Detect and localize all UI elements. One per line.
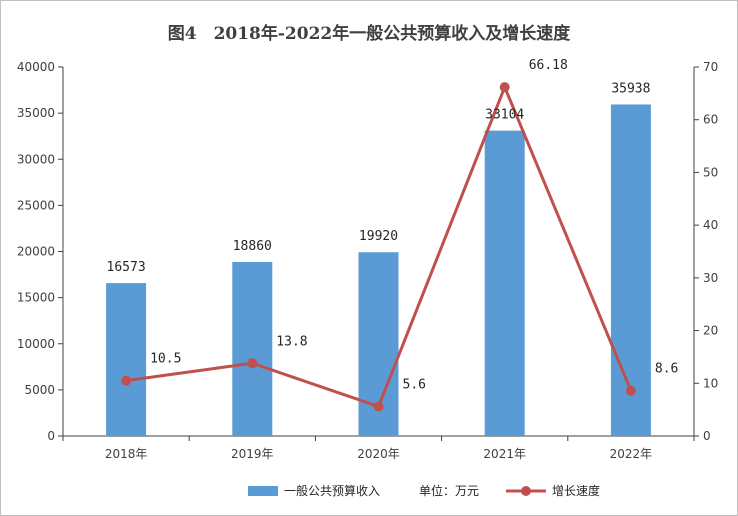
axes: 0 5000 10000 15000 20000 25000 30000 35000 40000… [17,60,718,461]
left-tick-label: 40000 [17,60,55,74]
left-tick-label: 30000 [17,152,55,166]
left-tick-label: 35000 [17,106,55,120]
growth-value-label: 5.6 [403,377,426,392]
legend-bar-label: 一般公共预算收入 [284,483,380,498]
x-tick-label: 2021年 [483,447,526,461]
right-tick-label: 20 [703,324,718,338]
bar [484,130,525,436]
left-tick-label: 25000 [17,198,55,212]
left-tick-label: 15000 [17,291,55,305]
right-tick-label: 10 [703,376,718,390]
x-tick-label: 2022年 [610,447,653,461]
bar-value-label: 18860 [233,239,272,254]
x-tick-label: 2019年 [231,447,274,461]
growth-point [499,82,510,93]
bar-value-label: 33104 [485,108,524,123]
data-labels: 16573 18860 19920 33104 35938 10.5 13.8 5.6 66.1… [107,58,679,392]
growth-point [121,375,132,386]
left-tick-label: 0 [47,429,55,443]
x-tick-label: 2018年 [105,447,148,461]
right-tick-label: 70 [703,60,718,74]
left-tick-label: 20000 [17,245,55,259]
left-tick-label: 5000 [24,383,55,397]
chart-title: 图4 2018年-2022年一般公共预算收入及增长速度 [168,23,572,44]
legend-line-label: 增长速度 [552,483,600,498]
right-tick-label: 0 [703,429,711,443]
bar-value-label: 35938 [611,81,650,96]
growth-value-label: 66.18 [529,58,568,73]
growth-value-label: 8.6 [655,362,678,377]
bar [232,262,273,436]
x-tick-label: 2020年 [357,447,400,461]
legend-bar-swatch [248,486,278,496]
right-tick-label: 30 [703,271,718,285]
legend: 一般公共预算收入 单位：万元 增长速度 [248,483,600,498]
bar [610,104,651,436]
right-tick-label: 50 [703,165,718,179]
right-tick-label: 40 [703,218,718,232]
growth-point [247,358,258,369]
growth-point [625,385,636,396]
growth-value-label: 10.5 [150,352,181,367]
unit-note: 单位：万元 [419,483,479,498]
bar-value-label: 19920 [359,229,398,244]
growth-value-label: 13.8 [276,334,307,349]
legend-line-marker [521,486,531,496]
bar-value-label: 16573 [107,260,146,275]
bar-series [106,104,651,436]
bar [106,283,147,436]
right-tick-label: 60 [703,113,718,127]
left-tick-label: 10000 [17,337,55,351]
line-series [121,82,636,412]
growth-point [373,401,384,412]
